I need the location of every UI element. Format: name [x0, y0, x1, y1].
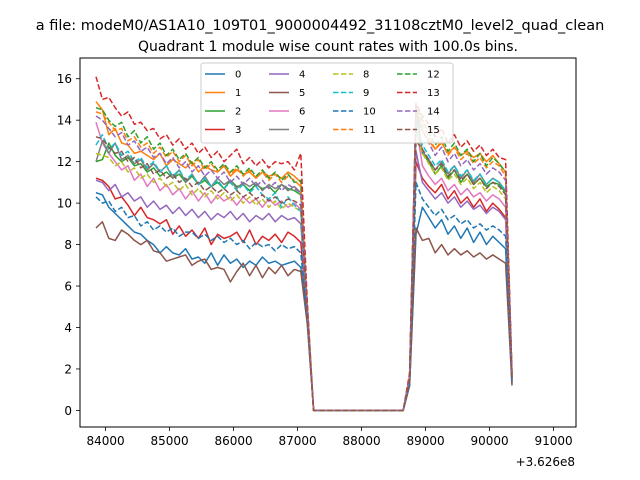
legend-label-15: 15: [427, 125, 440, 136]
y-tick-label: 0: [64, 404, 72, 418]
legend-label-2: 2: [235, 107, 241, 118]
series-layer: [95, 76, 513, 412]
figure-suptitle: a file: modeM0/AS1A10_109T01_9000004492_…: [36, 18, 605, 34]
x-tick-label: 88000: [343, 434, 381, 448]
y-tick-label: 12: [57, 155, 72, 169]
axis-layer: 84000 85000 86000 87000 88000 89000 90000 91000…: [57, 72, 573, 448]
y-tick-label: 14: [57, 114, 72, 128]
y-tick-label: 10: [57, 197, 72, 211]
x-tick-label: 89000: [407, 434, 445, 448]
x-tick-label: 86000: [215, 434, 253, 448]
legend-label-7: 7: [299, 125, 305, 136]
y-tick-label: 2: [64, 362, 72, 376]
legend-label-1: 1: [235, 88, 241, 99]
legend-label-5: 5: [299, 88, 305, 99]
x-tick-label: 87000: [279, 434, 317, 448]
legend-box: [200, 62, 454, 144]
plot-frame: [79, 57, 577, 428]
y-tick-label: 6: [64, 280, 72, 294]
legend-label-13: 13: [427, 88, 440, 99]
x-tick-label: 91000: [535, 434, 573, 448]
x-offset-text: +3.626e8: [516, 455, 575, 469]
y-tick-label: 4: [64, 321, 72, 335]
series-line-5: [95, 221, 513, 412]
legend-label-0: 0: [235, 70, 241, 81]
x-tick-label: 84000: [87, 434, 125, 448]
x-tick-label: 90000: [471, 434, 509, 448]
legend-label-6: 6: [299, 107, 305, 118]
legend-label-14: 14: [427, 107, 440, 118]
series-line-15: [95, 136, 513, 412]
legend-label-10: 10: [363, 107, 376, 118]
y-tick-label: 8: [64, 238, 72, 252]
chart-title: Quadrant 1 module wise count rates with …: [138, 39, 518, 55]
y-tick-label: 16: [57, 72, 72, 86]
legend-label-3: 3: [235, 125, 241, 136]
legend-label-9: 9: [363, 88, 369, 99]
legend-label-12: 12: [427, 70, 440, 81]
legend-label-11: 11: [363, 125, 376, 136]
series-line-10: [95, 181, 513, 412]
legend-label-8: 8: [363, 70, 369, 81]
series-line-9: [95, 121, 513, 412]
legend-label-4: 4: [299, 70, 305, 81]
x-tick-label: 85000: [151, 434, 189, 448]
